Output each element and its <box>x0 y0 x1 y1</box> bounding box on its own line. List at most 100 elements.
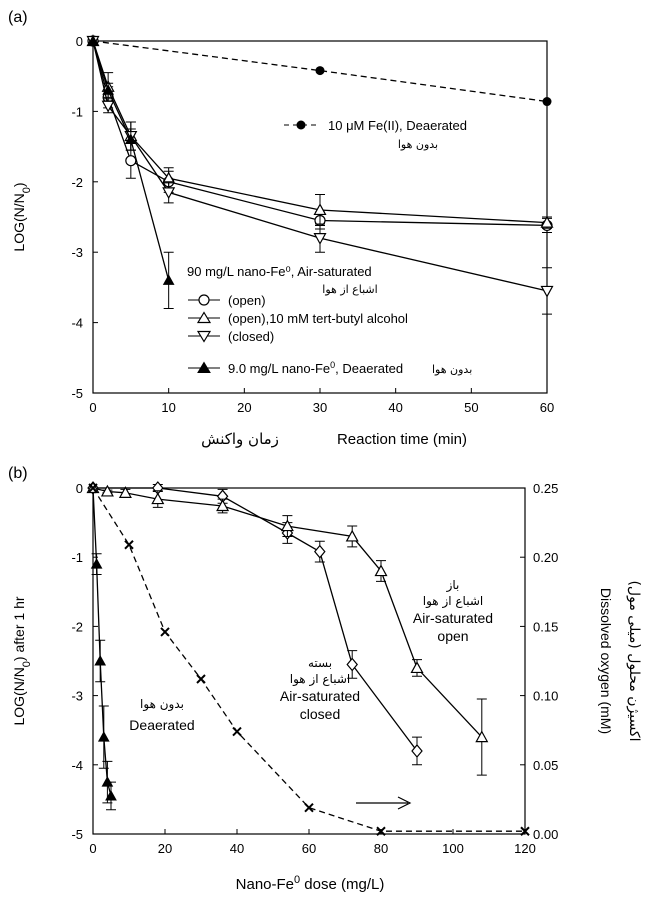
a-y-tick-label: -2 <box>71 175 83 190</box>
a-point-deaerated9 <box>162 274 175 285</box>
b-point-open_b <box>374 564 388 577</box>
b-x-tick-label: 120 <box>514 841 536 856</box>
b-point-do <box>232 726 242 737</box>
annotation-closed-persian-1: بسته <box>308 656 332 670</box>
b-point-open_b <box>151 492 165 505</box>
panel-b-series <box>86 481 530 836</box>
a-point-fe2 <box>315 66 325 76</box>
a-point-closed <box>101 100 115 113</box>
a-y-tick-label: 0 <box>76 34 83 49</box>
a-line-tba <box>92 40 548 224</box>
b-series-deaerated_b <box>87 481 117 811</box>
panel-a-x-axis-label: Reaction time (min) <box>337 431 467 448</box>
a-point-closed <box>162 187 176 200</box>
a-series-tba <box>86 34 554 229</box>
b-y-tick-label: 0 <box>76 481 83 496</box>
panel-a-legend: 10 μM Fe(II), Deaerated بدون هوا 90 mg/L… <box>187 118 472 376</box>
a-series-deaerated9 <box>87 34 175 310</box>
b-point-deaerated_b <box>101 776 114 787</box>
legend-tba-label: (open),10 mM tert-butyl alcohol <box>228 311 408 326</box>
b-point-open_b <box>118 486 132 498</box>
b-x-tick-label: 20 <box>158 841 172 856</box>
a-point-deaerated9 <box>87 34 99 46</box>
b-point-deaerated_b <box>94 654 107 666</box>
b-point-open_b <box>216 499 230 512</box>
b-point-open_b <box>100 484 114 497</box>
a-point-tba <box>540 215 554 228</box>
b-x-tick-label: 60 <box>302 841 316 856</box>
b-line-deaerated_b <box>92 487 112 797</box>
b-point-closed_b <box>346 657 358 672</box>
b-point-do <box>376 826 386 836</box>
legend-fe2-marker <box>296 120 306 130</box>
b-point-open_b <box>410 661 424 674</box>
b-y2-tick-label: 0.00 <box>533 827 558 842</box>
panel-a-label: (a) <box>8 9 28 26</box>
a-point-deaerated9 <box>102 84 114 95</box>
b-y-tick-label: -1 <box>71 550 83 565</box>
annotation-open-persian-1: باز <box>446 578 460 593</box>
b-y2-tick-label: 0.05 <box>533 758 558 773</box>
annotation-open-persian-2: اشباع از هوا <box>423 594 483 609</box>
annotation-open-line2: open <box>437 628 468 644</box>
b-point-do <box>124 540 134 550</box>
panel-b-y-axis-label: LOG(N/N0) after 1 hr <box>11 596 33 725</box>
a-point-open <box>125 155 137 167</box>
a-point-closed <box>540 285 554 298</box>
legend-fe2-label-persian: بدون هوا <box>398 138 438 151</box>
annotation-closed-persian-2: اشباع از هوا <box>290 672 350 687</box>
a-line-closed <box>92 40 548 292</box>
annotation-deaerated-persian: بدون هوا <box>140 697 184 712</box>
b-y2-tick-label: 0.10 <box>533 689 558 704</box>
annotation-closed-line2: closed <box>300 706 340 722</box>
a-y-tick-label: -4 <box>71 316 83 331</box>
b-line-open_b <box>92 487 483 738</box>
a-x-tick-label: 10 <box>161 400 175 415</box>
a-line-deaerated9 <box>92 40 170 281</box>
b-y-tick-label: -5 <box>71 827 83 842</box>
right-axis-arrow <box>356 796 412 810</box>
b-point-do <box>196 674 206 684</box>
a-x-tick-label: 0 <box>89 400 96 415</box>
legend-closed-label: (closed) <box>228 329 274 344</box>
legend-open-marker <box>198 294 210 306</box>
a-point-fe2 <box>542 97 552 107</box>
b-x-tick-label: 40 <box>230 841 244 856</box>
b-line-do <box>92 487 525 832</box>
a-line-fe2 <box>92 40 548 103</box>
panel-b-y2-axis-label-persian: اکسیژن محلول (میلی مول) <box>626 580 642 741</box>
a-point-tba <box>313 203 327 216</box>
b-point-deaerated_b <box>90 558 103 569</box>
b-y2-tick-label: 0.25 <box>533 481 558 496</box>
panel-b-y2-axis-label: Dissolved oxygen (mM) <box>598 588 614 734</box>
legend-fe2-label: 10 μM Fe(II), Deaerated <box>328 118 467 133</box>
legend-tba-marker <box>196 311 212 324</box>
a-x-tick-label: 20 <box>237 400 251 415</box>
panel-b-label: (b) <box>8 465 28 482</box>
legend-group-title-persian: اشباع از هوا <box>322 283 377 296</box>
b-x-tick-label: 80 <box>374 841 388 856</box>
a-y-tick-label: -3 <box>71 245 83 260</box>
legend-deaerated-label: 9.0 mg/L nano-Fe0, Deaerated <box>228 360 403 376</box>
a-series-fe2 <box>88 36 552 107</box>
a-x-tick-label: 40 <box>388 400 402 415</box>
panel-a-series <box>86 34 554 315</box>
b-point-deaerated_b <box>105 789 117 801</box>
b-point-open_b <box>280 519 294 532</box>
a-y-tick-label: -5 <box>71 386 83 401</box>
a-x-tick-label: 50 <box>464 400 478 415</box>
annotation-closed-line1: Air-saturated <box>280 688 360 704</box>
panel-a: (a) 0 10 20 30 40 50 60 0 -1 -2 -3 -4 -5 LOG(N/N0) R… <box>8 9 554 448</box>
b-point-do <box>520 826 530 836</box>
panel-b-x-axis-label: Nano-Fe0 dose (mg/L) <box>236 874 385 893</box>
a-series-closed <box>86 35 554 315</box>
panel-a-x-axis-label-persian: زمان واکنش <box>201 430 279 448</box>
panel-a-axes: 0 10 20 30 40 50 60 0 -1 -2 -3 -4 -5 <box>71 34 554 415</box>
b-point-open_b <box>345 529 359 542</box>
b-y-tick-label: -3 <box>71 689 83 704</box>
legend-group-title: 90 mg/L nano-Fe⁰, Air-saturated <box>187 264 372 279</box>
legend-deaerated-label-persian: بدون هوا <box>432 363 472 376</box>
b-y-tick-label: -4 <box>71 758 83 773</box>
a-y-tick-label: -1 <box>71 104 83 119</box>
